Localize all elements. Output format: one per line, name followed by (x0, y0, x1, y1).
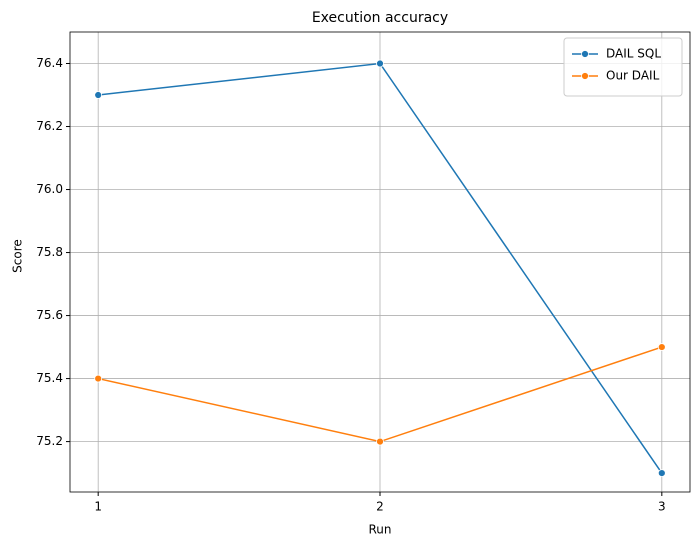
legend-label: Our DAIL (606, 69, 660, 83)
point-marker (657, 469, 666, 477)
legend: DAIL SQL Our DAIL (563, 37, 683, 97)
y-tick-label: 76.4 (36, 56, 63, 70)
x-tick-label: 2 (376, 500, 384, 514)
legend-box (563, 37, 683, 97)
point-marker (657, 343, 666, 351)
legend-marker (581, 50, 589, 58)
point-marker (94, 374, 103, 383)
y-tick-label: 75.6 (36, 308, 63, 322)
y-tick-label: 76.2 (36, 119, 63, 133)
y-axis-label: Score (11, 239, 25, 273)
point-marker (376, 437, 384, 446)
y-tick-label: 75.4 (36, 371, 63, 385)
grid (70, 32, 690, 492)
legend-label: DAIL SQL (606, 47, 661, 61)
x-axis-label: Run (368, 523, 391, 537)
chart-title: Execution accuracy (312, 10, 448, 26)
plot-frame (69, 31, 691, 493)
x-tick-label: 1 (94, 500, 102, 514)
x-tick-label: 3 (658, 500, 666, 514)
legend-marker (581, 72, 589, 80)
y-tick-label: 75.8 (36, 245, 63, 259)
point-marker (376, 59, 384, 68)
point-marker (94, 91, 103, 99)
y-tick-label: 76.0 (36, 182, 63, 196)
y-tick-label: 75.2 (36, 434, 63, 448)
